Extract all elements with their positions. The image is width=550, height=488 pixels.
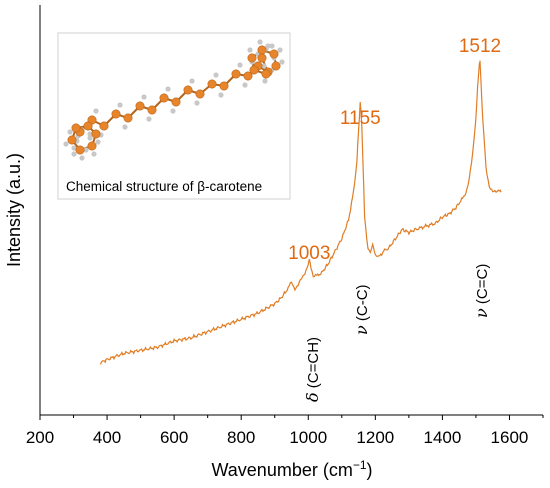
carbon-atom [111,109,121,119]
hydrogen-atom [265,43,271,49]
x-tick-label: 1000 [289,428,327,447]
x-tick-label: 600 [160,428,188,447]
plot-frame [39,5,543,416]
hydrogen-atom [237,62,243,68]
carbon-atom [195,89,205,99]
carbon-atom [135,101,145,111]
carbon-atom [219,81,229,91]
inset-caption: Chemical structure of β-carotene [66,179,262,194]
x-tick-label: 1600 [491,428,529,447]
carbon-atom [247,53,257,63]
hydrogen-atom [71,151,77,157]
carbon-atom [147,105,157,115]
x-tick-label: 1200 [356,428,394,447]
carbon-atom [87,141,97,151]
mode-label-c-eq-c: ν (C=C) [472,264,491,318]
hydrogen-atom [87,131,93,137]
hydrogen-atom [79,155,85,161]
x-tick-label: 200 [26,428,54,447]
x-tick-label: 800 [227,428,255,447]
hydrogen-atom [261,63,267,69]
hydrogen-atom [269,43,275,49]
carbon-atom [249,65,259,75]
x-tick-label: 400 [93,428,121,447]
carbon-atom [243,71,253,81]
hydrogen-atom [257,39,263,45]
peak-label: 1003 [288,243,330,264]
carbon-atom [75,145,85,155]
hydrogen-atom [87,135,93,141]
hydrogen-atom [93,108,99,114]
peak-labels: 1003 1155 1512 [288,36,501,264]
carbon-atom [83,121,93,131]
hydrogen-atom [141,94,147,100]
x-axis-title: Wavenumber (cm−1) [211,458,372,480]
spectrum-line [99,60,502,365]
hydrogen-atom [91,151,97,157]
hydrogen-atom [63,141,69,147]
hydrogen-atom [122,124,128,130]
hydrogen-atom [95,139,101,145]
molecule-inset: Chemical structure of β-carotene [57,32,291,200]
hydrogen-atom [242,82,248,88]
hydrogen-atom [218,92,224,98]
vibration-mode-labels: δ (C=CH) ν (C-C) ν (C=C) [303,264,491,402]
hydrogen-atom [67,129,73,135]
hydrogen-atom [277,47,283,53]
carbon-atom [269,49,279,59]
hydrogen-atom [262,78,268,84]
peak-label: 1512 [459,36,501,57]
mode-label-c-c: ν (C-C) [352,284,371,335]
hydrogen-atom [71,145,77,151]
hydrogen-atom [194,100,200,106]
hydrogen-atom [146,116,152,122]
carbon-atom [99,121,109,131]
carbon-atom [123,113,133,123]
carbon-atom [257,53,267,63]
hydrogen-atom [213,72,219,78]
carbon-atom [171,97,181,107]
hydrogen-atom [279,59,285,65]
carbon-atom [67,135,77,145]
x-tick-label: 1400 [423,428,461,447]
mode-label-c-ch: δ (C=CH) [303,337,322,402]
y-axis-title: Intensity (a.u.) [4,153,24,267]
x-axis-ticks: 200 400 600 800 1000 1200 1400 1600 [26,415,544,447]
carbon-atom [271,61,281,71]
carbon-atom [231,69,241,79]
hydrogen-atom [247,47,253,53]
beta-carotene-structure-image [63,39,285,161]
peak-label: 1155 [340,108,381,129]
hydrogen-atom [170,108,176,114]
carbon-atom [91,129,101,139]
carbon-atom [159,93,169,103]
hydrogen-atom [165,86,171,92]
hydrogen-atom [83,147,89,153]
hydrogen-atom [117,102,123,108]
hydrogen-atom [189,78,195,84]
carbon-atom [261,69,271,79]
carbon-atom [71,123,81,133]
carbon-atom [257,45,267,55]
carbon-atom [207,79,217,89]
carbon-atom [183,85,193,95]
